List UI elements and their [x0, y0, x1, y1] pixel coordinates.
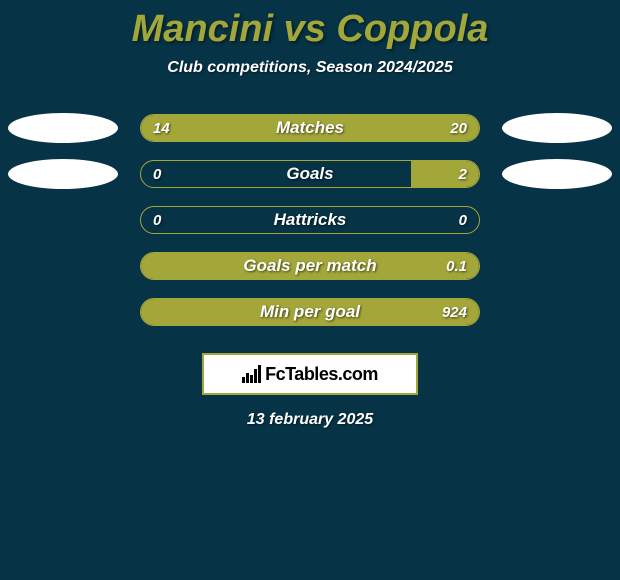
- stat-value-left: 0: [153, 207, 161, 233]
- comparison-infographic: Mancini vs Coppola Club competitions, Se…: [0, 0, 620, 580]
- stat-row: Matches1420: [0, 105, 620, 151]
- stat-bar: Goals per match0.1: [140, 252, 480, 280]
- date: 13 february 2025: [0, 411, 620, 429]
- bar-right-fill: [411, 161, 479, 187]
- bar-left-fill: [141, 115, 280, 141]
- bar-chart-icon: [242, 365, 261, 383]
- player-avatar-left: [8, 159, 118, 189]
- stat-row: Min per goal924: [0, 289, 620, 335]
- stat-bar: Goals02: [140, 160, 480, 188]
- stat-bar: Hattricks0 0: [140, 206, 480, 234]
- player-avatar-right: [502, 113, 612, 143]
- stat-row: Goals per match0.1: [0, 243, 620, 289]
- bar-right-fill: [141, 253, 479, 279]
- player-avatar-left: [8, 113, 118, 143]
- stats-chart: Matches1420Goals02Hattricks00Goals per m…: [0, 105, 620, 335]
- stat-row: Goals02: [0, 151, 620, 197]
- player-avatar-right: [502, 159, 612, 189]
- title: Mancini vs Coppola: [0, 0, 620, 51]
- subtitle: Club competitions, Season 2024/2025: [0, 59, 620, 77]
- stat-bar: Matches1420: [140, 114, 480, 142]
- stat-bar: Min per goal924: [140, 298, 480, 326]
- bar-right-fill: [280, 115, 479, 141]
- logo-box: FcTables.com: [202, 353, 418, 395]
- stat-value-right: 0: [459, 207, 467, 233]
- stat-value-left: 0: [153, 161, 161, 187]
- stat-label: Hattricks: [141, 207, 479, 233]
- bar-right-fill: [141, 299, 479, 325]
- stat-row: Hattricks0 0: [0, 197, 620, 243]
- logo-text: FcTables.com: [265, 364, 378, 385]
